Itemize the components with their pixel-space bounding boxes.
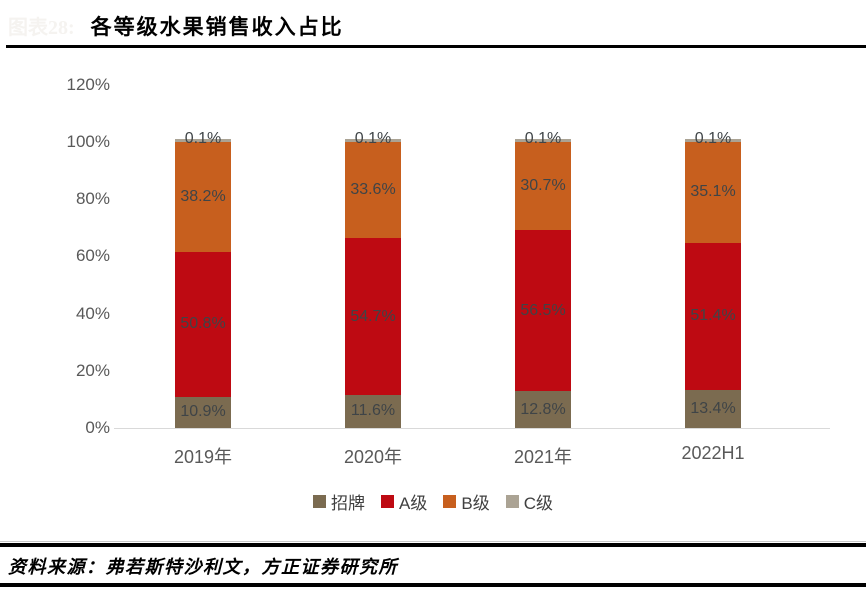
segment-value-label: 50.8% — [180, 315, 226, 333]
figure-number-label: 图表28: — [8, 17, 75, 39]
chart-legend: 招牌 A级 B级 C级 — [0, 489, 866, 514]
legend-item: A级 — [381, 489, 427, 514]
legend-item: C级 — [505, 489, 553, 514]
x-axis-category-label: 2020年 — [343, 447, 403, 467]
y-axis-tick-label: 40% — [75, 303, 110, 323]
segment-value-label: 35.1% — [690, 183, 736, 201]
legend-label: B级 — [461, 494, 490, 513]
title-divider-line — [6, 45, 866, 48]
bar-segment — [345, 142, 401, 239]
segment-value-label: 0.1% — [184, 130, 222, 148]
y-axis-tick-label: 0% — [85, 418, 110, 437]
segment-value-label: 56.5% — [520, 301, 566, 319]
footer-divider-thin-line — [0, 541, 866, 542]
bar-segment — [515, 142, 571, 230]
bar-segment — [175, 251, 231, 397]
bar-segment — [685, 389, 741, 428]
bar-segment — [175, 396, 231, 428]
stacked-bar-chart: 0% 20% 40% 60% 80% 100% 120% 10.9% 50.8% 38.2% 0.1… — [0, 60, 866, 490]
figure-header: 图表28: 各等级水果销售收入占比 — [8, 11, 344, 43]
segment-value-label: 54.7% — [350, 307, 396, 325]
y-axis-tick-label: 80% — [75, 189, 110, 209]
segment-value-label: 0.1% — [354, 130, 392, 148]
source-note: 资料来源：弗若斯特沙利文，方正证券研究所 — [8, 557, 398, 577]
bar-segment — [515, 229, 571, 392]
legend-item: 招牌 — [313, 489, 365, 514]
x-axis-category-label: 2019年 — [173, 447, 233, 467]
y-axis-tick-label: 20% — [75, 360, 110, 380]
bottom-border-line — [0, 583, 866, 587]
x-axis-category-label: 2022H1 — [681, 443, 745, 463]
legend-swatch-icon — [381, 495, 395, 508]
legend-label: 招牌 — [331, 494, 366, 513]
x-axis-category-label: 2021年 — [513, 447, 573, 467]
bar-segment — [685, 139, 741, 143]
segment-value-label: 33.6% — [350, 181, 396, 199]
segment-value-label: 12.8% — [520, 400, 566, 418]
y-axis-tick-label: 60% — [75, 246, 110, 266]
y-axis-tick-label: 100% — [66, 132, 110, 151]
legend-swatch-icon — [505, 495, 519, 508]
x-axis-line — [114, 428, 830, 429]
segment-value-label: 51.4% — [690, 307, 736, 325]
segment-value-label: 10.9% — [180, 403, 226, 421]
bar-segment — [685, 142, 741, 243]
legend-item: B级 — [443, 489, 490, 514]
bar-segment — [515, 391, 571, 428]
legend-label: A级 — [399, 494, 428, 513]
bar-segment — [345, 394, 401, 428]
legend-label: C级 — [523, 494, 553, 513]
legend-swatch-icon — [443, 495, 457, 508]
segment-value-label: 13.4% — [690, 399, 736, 417]
footer-divider-line — [0, 543, 866, 547]
legend-swatch-icon — [313, 495, 327, 508]
segment-value-label: 30.7% — [520, 176, 566, 194]
segment-value-label: 11.6% — [350, 402, 396, 420]
segment-value-label: 38.2% — [180, 187, 226, 205]
bar-segment — [345, 238, 401, 395]
segment-value-label: 0.1% — [524, 130, 562, 147]
bar-segment — [345, 139, 401, 143]
y-axis-tick-label: 120% — [66, 74, 110, 94]
segment-value-label: 0.1% — [694, 130, 732, 148]
bar-segment — [685, 242, 741, 390]
bar-segment — [175, 142, 231, 252]
bar-segment — [515, 139, 571, 142]
bar-segment — [175, 139, 231, 143]
chart-title: 各等级水果销售收入占比 — [90, 15, 344, 39]
